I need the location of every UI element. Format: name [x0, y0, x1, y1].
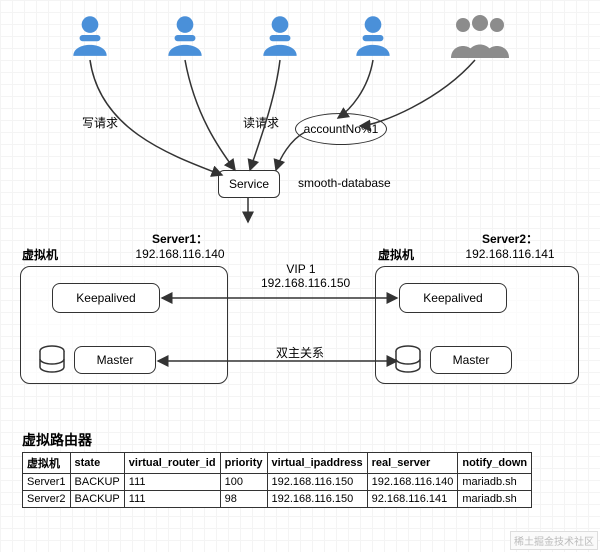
table-header: priority — [220, 453, 267, 474]
server2-title: Server2： 192.168.116.141 — [450, 230, 570, 261]
keepalived-right: Keepalived — [399, 283, 507, 313]
master-right: Master — [430, 346, 512, 374]
write-request-label: 写请求 — [82, 114, 118, 131]
user-group-icon — [445, 12, 515, 60]
router-table: 虚拟机statevirtual_router_idpriorityvirtual… — [22, 452, 532, 508]
read-request-label: 读请求 — [243, 114, 279, 131]
user-icon — [65, 10, 115, 60]
table-header: notify_down — [458, 453, 532, 474]
keepalived-left: Keepalived — [52, 283, 160, 313]
table-header: virtual_router_id — [124, 453, 220, 474]
master-left: Master — [74, 346, 156, 374]
database-icon — [392, 344, 424, 376]
table-header: real_server — [367, 453, 458, 474]
architecture-diagram: 写请求 读请求 accountNo%1 Service smooth-datab… — [0, 0, 600, 552]
router-section-title: 虚拟路由器 — [22, 430, 92, 450]
table-row: Server2BACKUP11198192.168.116.15092.168.… — [23, 491, 532, 508]
table-row: Server1BACKUP111100192.168.116.150192.16… — [23, 474, 532, 491]
smooth-db-label: smooth-database — [298, 176, 391, 190]
accountno-bubble: accountNo%1 — [295, 113, 387, 145]
user-icon — [255, 10, 305, 60]
vm-right-label: 虚拟机 — [378, 246, 414, 263]
table-header: state — [70, 453, 124, 474]
table-header: virtual_ipaddress — [267, 453, 367, 474]
dual-master-label: 双主关系 — [276, 344, 324, 361]
watermark: 稀土掘金技术社区 — [510, 531, 598, 550]
service-node: Service — [218, 170, 280, 198]
user-icon — [348, 10, 398, 60]
vm-left-label: 虚拟机 — [22, 246, 58, 263]
database-icon — [36, 344, 68, 376]
server1-title: Server1： 192.168.116.140 — [120, 230, 240, 261]
vip-label: VIP 1 192.168.116.150 — [261, 262, 341, 290]
service-label: Service — [229, 177, 269, 191]
user-icon — [160, 10, 210, 60]
accountno-label: accountNo%1 — [304, 122, 379, 136]
table-header: 虚拟机 — [23, 453, 71, 474]
